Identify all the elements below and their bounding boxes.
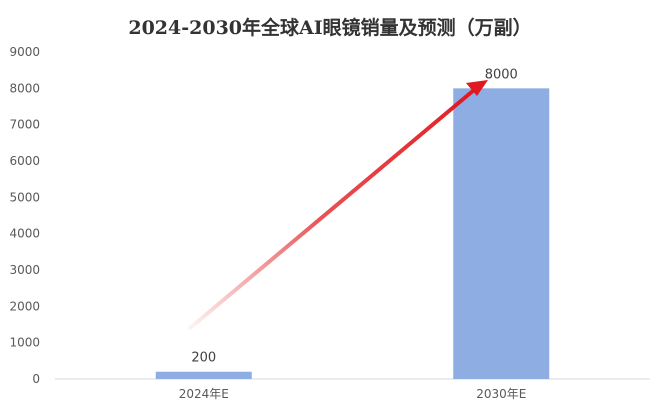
y-tick-label: 8000 xyxy=(9,81,40,95)
y-tick-label: 5000 xyxy=(9,190,40,204)
data-label-2: 8000 xyxy=(485,67,518,82)
y-tick-label: 0 xyxy=(32,372,40,386)
trend-arrow xyxy=(188,80,488,330)
bar-2 xyxy=(453,88,550,379)
y-tick-label: 2000 xyxy=(9,299,40,313)
y-axis: 0 1000 2000 3000 4000 5000 6000 7000 8000 9000 xyxy=(9,45,40,386)
bars xyxy=(155,88,550,379)
x-tick-label: 2030年E xyxy=(476,387,526,401)
y-tick-label: 4000 xyxy=(9,227,40,241)
y-tick-label: 1000 xyxy=(9,336,40,350)
x-tick-label: 2024年E xyxy=(179,387,229,401)
bar-1 xyxy=(155,371,252,379)
y-tick-label: 3000 xyxy=(9,263,40,277)
data-labels: 200 8000 xyxy=(191,67,517,365)
y-tick-label: 9000 xyxy=(9,45,40,59)
trend-arrow-shaft xyxy=(188,88,476,330)
chart-title: 2024-2030年全球AI眼镜销量及预测（万副） xyxy=(128,16,531,39)
data-label-1: 200 xyxy=(191,351,216,366)
x-axis: 2024年E 2030年E xyxy=(179,387,527,401)
y-tick-label: 6000 xyxy=(9,154,40,168)
y-tick-label: 7000 xyxy=(9,118,40,132)
trend-arrow-head xyxy=(466,80,488,96)
